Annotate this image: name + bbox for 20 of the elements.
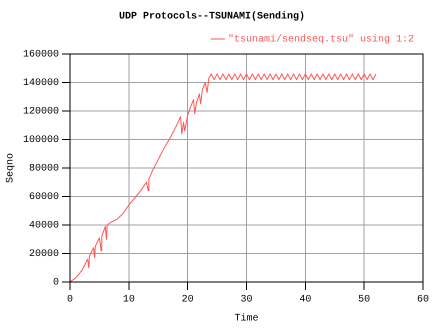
y-tick-label: 120000: [22, 106, 60, 118]
y-tick-label: 160000: [22, 50, 60, 61]
y-tick-label: 40000: [28, 220, 60, 232]
y-tick-label: 20000: [28, 249, 60, 260]
x-tick-label: 30: [240, 294, 253, 306]
y-tick-label: 100000: [22, 135, 60, 146]
y-tick-label: 80000: [28, 164, 60, 175]
legend-label: "tsunami/sendseq.tsu" using 1:2: [228, 34, 414, 46]
x-axis-title: Time: [234, 312, 259, 325]
y-axis-title: Seqno: [6, 152, 17, 184]
y-tick-label: 60000: [28, 192, 60, 204]
y-tick-label: 140000: [22, 78, 60, 90]
x-tick-label: 0: [67, 294, 74, 306]
chart-title: UDP Protocols--TSUNAMI(Sending): [118, 10, 306, 23]
x-tick-label: 60: [416, 294, 430, 306]
x-tick-label: 20: [182, 294, 194, 306]
x-tick-label: 10: [122, 294, 135, 306]
x-tick-label: 40: [299, 294, 312, 306]
y-tick-label: 0: [52, 278, 60, 289]
x-tick-label: 50: [358, 294, 370, 306]
